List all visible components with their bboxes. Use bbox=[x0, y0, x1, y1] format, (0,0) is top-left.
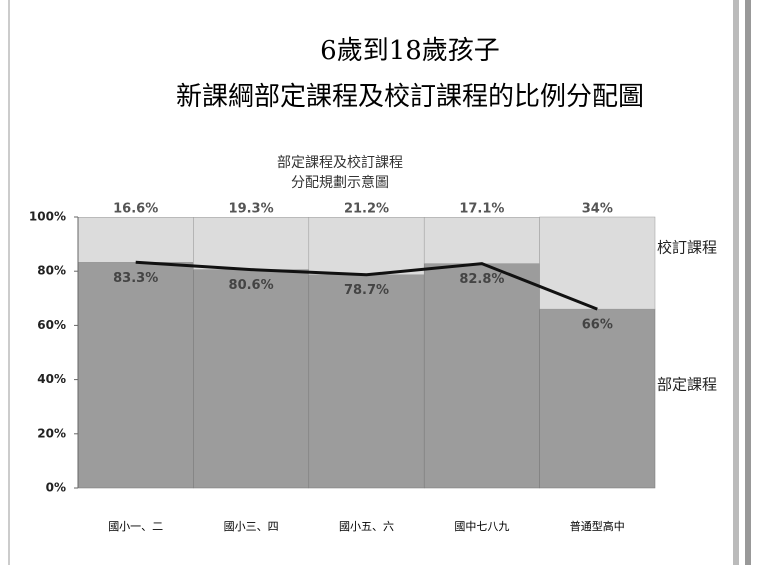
bar-segment bbox=[309, 275, 424, 488]
x-tick-label: 國小一、二 bbox=[108, 520, 163, 533]
bar-segment bbox=[193, 270, 308, 488]
value-label: 16.6% bbox=[113, 202, 158, 217]
y-tick-label: 60% bbox=[37, 318, 66, 332]
bar-segment bbox=[540, 217, 655, 309]
slide-title: 新課綱部定課程及校訂課程的比例分配圖 bbox=[176, 82, 644, 112]
value-label: 66% bbox=[582, 318, 613, 333]
value-label: 34% bbox=[582, 202, 613, 217]
x-tick-label: 普通型高中 bbox=[570, 519, 625, 533]
legend-label: 校訂課程 bbox=[657, 239, 717, 257]
bar-segment bbox=[78, 262, 193, 488]
y-tick-label: 20% bbox=[37, 426, 66, 440]
x-tick-label: 國中七八九 bbox=[454, 520, 509, 533]
frame-bar bbox=[8, 0, 10, 565]
bar-segment bbox=[540, 309, 655, 488]
chart-title: 部定課程及校訂課程 bbox=[277, 154, 403, 171]
value-label: 83.3% bbox=[113, 271, 158, 286]
y-tick-label: 40% bbox=[37, 372, 66, 386]
bar-segment bbox=[424, 217, 539, 263]
bar-segment bbox=[78, 217, 193, 262]
bar-segment bbox=[309, 217, 424, 274]
value-label: 80.6% bbox=[229, 278, 274, 293]
chart-title: 分配規劃示意圖 bbox=[291, 174, 389, 191]
value-label: 21.2% bbox=[344, 202, 389, 217]
x-tick-label: 國小五、六 bbox=[339, 520, 394, 533]
value-label: 78.7% bbox=[344, 283, 389, 298]
slide-title: 6歲到18歲孩子 bbox=[320, 36, 500, 66]
bar-segment bbox=[424, 264, 539, 488]
y-tick-label: 100% bbox=[29, 210, 66, 224]
value-label: 19.3% bbox=[229, 202, 274, 217]
bar-segment bbox=[193, 217, 308, 269]
x-tick-label: 國小三、四 bbox=[224, 520, 279, 533]
frame-bar bbox=[733, 0, 739, 565]
value-label: 17.1% bbox=[459, 202, 504, 217]
y-tick-label: 0% bbox=[46, 481, 66, 495]
frame-bar bbox=[745, 0, 751, 565]
y-tick-label: 80% bbox=[37, 264, 66, 278]
legend-label: 部定課程 bbox=[657, 376, 717, 394]
slide: 6歲到18歲孩子 新課綱部定課程及校訂課程的比例分配圖 部定課程及校訂課程 分配… bbox=[0, 0, 759, 565]
value-label: 82.8% bbox=[459, 272, 504, 287]
